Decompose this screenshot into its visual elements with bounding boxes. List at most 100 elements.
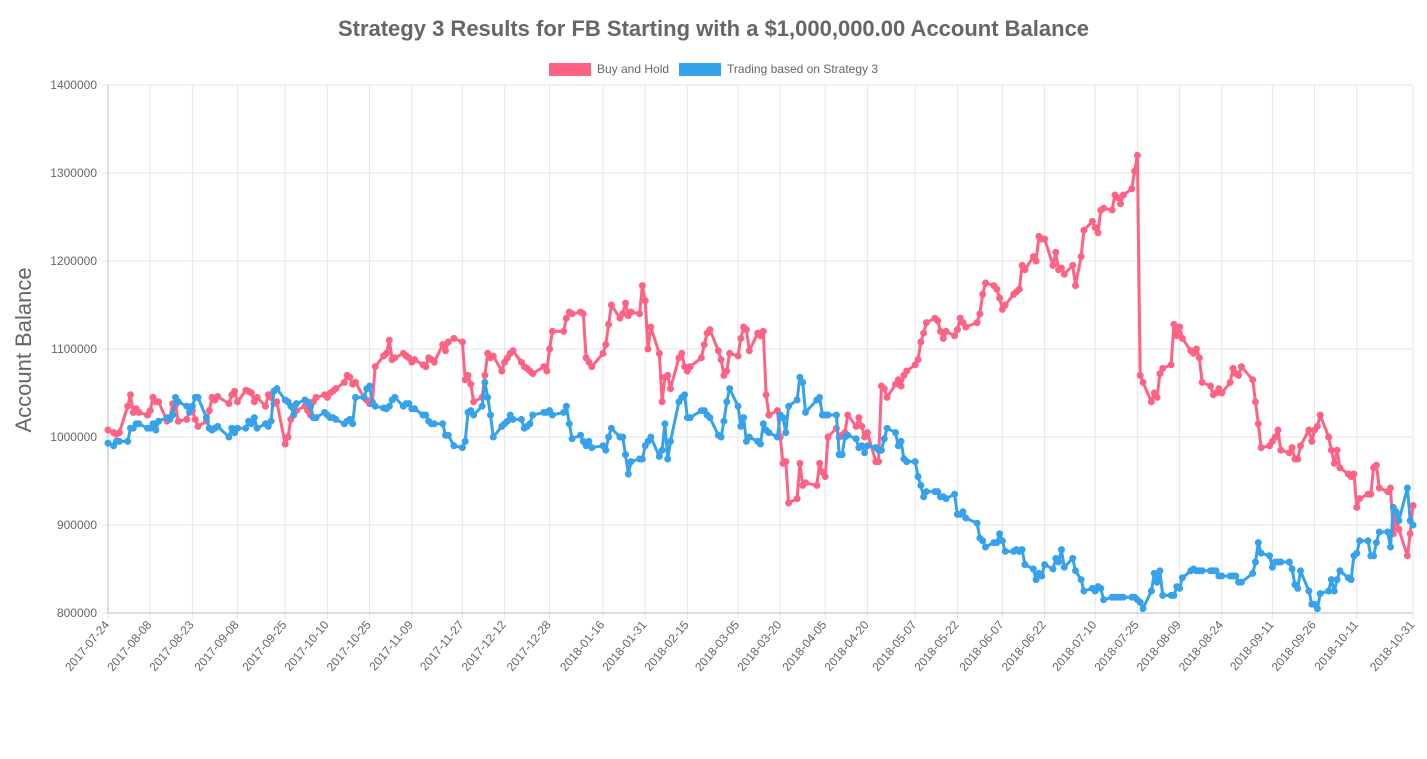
data-point-buy-and-hold[interactable] (1229, 364, 1237, 372)
data-point-buy-and-hold[interactable] (962, 323, 970, 331)
data-point-buy-and-hold[interactable] (1094, 229, 1102, 237)
data-point-strategy-3[interactable] (1395, 517, 1403, 525)
data-point-buy-and-hold[interactable] (911, 361, 919, 369)
data-point-strategy-3[interactable] (1285, 558, 1293, 566)
data-point-strategy-3[interactable] (124, 437, 132, 445)
data-point-buy-and-hold[interactable] (658, 398, 666, 406)
data-point-buy-and-hold[interactable] (824, 433, 832, 441)
data-point-buy-and-hold[interactable] (644, 345, 652, 353)
data-point-strategy-3[interactable] (484, 393, 492, 401)
data-point-strategy-3[interactable] (273, 385, 281, 393)
data-point-strategy-3[interactable] (1252, 558, 1259, 566)
data-point-buy-and-hold[interactable] (1139, 378, 1147, 386)
data-point-buy-and-hold[interactable] (1285, 449, 1293, 457)
data-point-buy-and-hold[interactable] (667, 385, 674, 393)
data-point-strategy-3[interactable] (1038, 572, 1046, 580)
data-point-buy-and-hold[interactable] (1170, 320, 1178, 328)
data-point-buy-and-hold[interactable] (1080, 226, 1088, 234)
data-point-strategy-3[interactable] (470, 411, 478, 419)
data-point-strategy-3[interactable] (312, 414, 320, 422)
data-point-strategy-3[interactable] (745, 433, 753, 441)
data-point-buy-and-hold[interactable] (1252, 398, 1259, 406)
data-point-strategy-3[interactable] (1100, 596, 1108, 604)
data-point-strategy-3[interactable] (186, 408, 194, 416)
data-point-buy-and-hold[interactable] (796, 459, 804, 467)
data-point-strategy-3[interactable] (996, 530, 1004, 538)
data-point-strategy-3[interactable] (802, 408, 809, 416)
data-point-buy-and-hold[interactable] (599, 349, 607, 357)
data-point-buy-and-hold[interactable] (1176, 323, 1184, 331)
data-point-buy-and-hold[interactable] (636, 310, 644, 318)
data-point-buy-and-hold[interactable] (1167, 361, 1175, 369)
data-point-buy-and-hold[interactable] (1271, 433, 1279, 441)
data-point-strategy-3[interactable] (973, 519, 981, 527)
data-point-buy-and-hold[interactable] (785, 499, 793, 507)
data-point-buy-and-hold[interactable] (602, 341, 610, 349)
data-point-strategy-3[interactable] (602, 446, 610, 454)
data-point-strategy-3[interactable] (292, 400, 300, 408)
data-point-buy-and-hold[interactable] (489, 352, 497, 360)
data-point-buy-and-hold[interactable] (253, 393, 261, 401)
data-point-buy-and-hold[interactable] (546, 345, 554, 353)
data-point-strategy-3[interactable] (411, 405, 419, 413)
data-point-buy-and-hold[interactable] (1308, 437, 1316, 445)
data-point-buy-and-hold[interactable] (1316, 411, 1324, 419)
data-point-strategy-3[interactable] (1136, 598, 1144, 606)
data-point-strategy-3[interactable] (242, 424, 250, 432)
data-point-strategy-3[interactable] (562, 402, 570, 410)
data-point-strategy-3[interactable] (430, 420, 438, 428)
data-point-buy-and-hold[interactable] (734, 352, 742, 360)
data-point-buy-and-hold[interactable] (371, 363, 379, 371)
data-point-buy-and-hold[interactable] (439, 341, 447, 349)
data-point-buy-and-hold[interactable] (765, 411, 773, 419)
data-point-strategy-3[interactable] (481, 378, 489, 386)
legend-item-strategy-3[interactable]: Trading based on Strategy 3 (679, 62, 878, 76)
data-point-buy-and-hold[interactable] (1114, 194, 1122, 202)
data-point-strategy-3[interactable] (1237, 578, 1245, 586)
data-point-strategy-3[interactable] (861, 449, 869, 457)
data-point-buy-and-hold[interactable] (1156, 370, 1164, 378)
data-point-buy-and-hold[interactable] (976, 310, 984, 318)
data-point-strategy-3[interactable] (560, 408, 568, 416)
data-point-strategy-3[interactable] (624, 470, 632, 478)
data-point-buy-and-hold[interactable] (1195, 354, 1203, 362)
data-point-buy-and-hold[interactable] (1178, 334, 1186, 342)
data-point-buy-and-hold[interactable] (605, 320, 613, 328)
data-point-strategy-3[interactable] (1325, 587, 1333, 595)
data-point-buy-and-hold[interactable] (914, 356, 922, 364)
data-point-strategy-3[interactable] (1057, 546, 1065, 554)
data-point-buy-and-hold[interactable] (1237, 363, 1245, 371)
data-point-strategy-3[interactable] (1254, 539, 1262, 547)
data-point-strategy-3[interactable] (1387, 543, 1394, 551)
data-point-strategy-3[interactable] (661, 420, 669, 428)
data-point-strategy-3[interactable] (773, 433, 781, 441)
data-point-buy-and-hold[interactable] (1072, 282, 1079, 290)
data-point-strategy-3[interactable] (723, 398, 731, 406)
data-point-strategy-3[interactable] (1384, 528, 1392, 536)
data-point-buy-and-hold[interactable] (700, 341, 708, 349)
data-point-buy-and-hold[interactable] (1100, 204, 1108, 212)
data-point-strategy-3[interactable] (903, 458, 911, 466)
data-point-strategy-3[interactable] (880, 435, 888, 443)
data-point-strategy-3[interactable] (664, 455, 672, 463)
data-point-strategy-3[interactable] (1150, 569, 1158, 577)
data-point-buy-and-hold[interactable] (430, 358, 438, 366)
data-point-buy-and-hold[interactable] (686, 363, 694, 371)
data-point-strategy-3[interactable] (759, 420, 767, 428)
data-point-strategy-3[interactable] (1218, 572, 1226, 580)
data-point-strategy-3[interactable] (1077, 576, 1085, 584)
data-point-strategy-3[interactable] (253, 424, 261, 432)
data-point-buy-and-hold[interactable] (183, 415, 191, 423)
data-point-strategy-3[interactable] (391, 393, 399, 401)
data-point-buy-and-hold[interactable] (391, 354, 399, 362)
data-point-buy-and-hold[interactable] (863, 429, 871, 437)
data-point-strategy-3[interactable] (844, 431, 852, 439)
data-point-buy-and-hold[interactable] (352, 378, 359, 386)
data-point-strategy-3[interactable] (765, 429, 773, 437)
data-point-buy-and-hold[interactable] (1015, 285, 1023, 293)
data-point-buy-and-hold[interactable] (939, 334, 947, 342)
data-point-buy-and-hold[interactable] (1294, 455, 1302, 463)
data-point-buy-and-hold[interactable] (1325, 433, 1333, 441)
data-point-buy-and-hold[interactable] (194, 422, 202, 430)
data-point-strategy-3[interactable] (740, 414, 748, 422)
